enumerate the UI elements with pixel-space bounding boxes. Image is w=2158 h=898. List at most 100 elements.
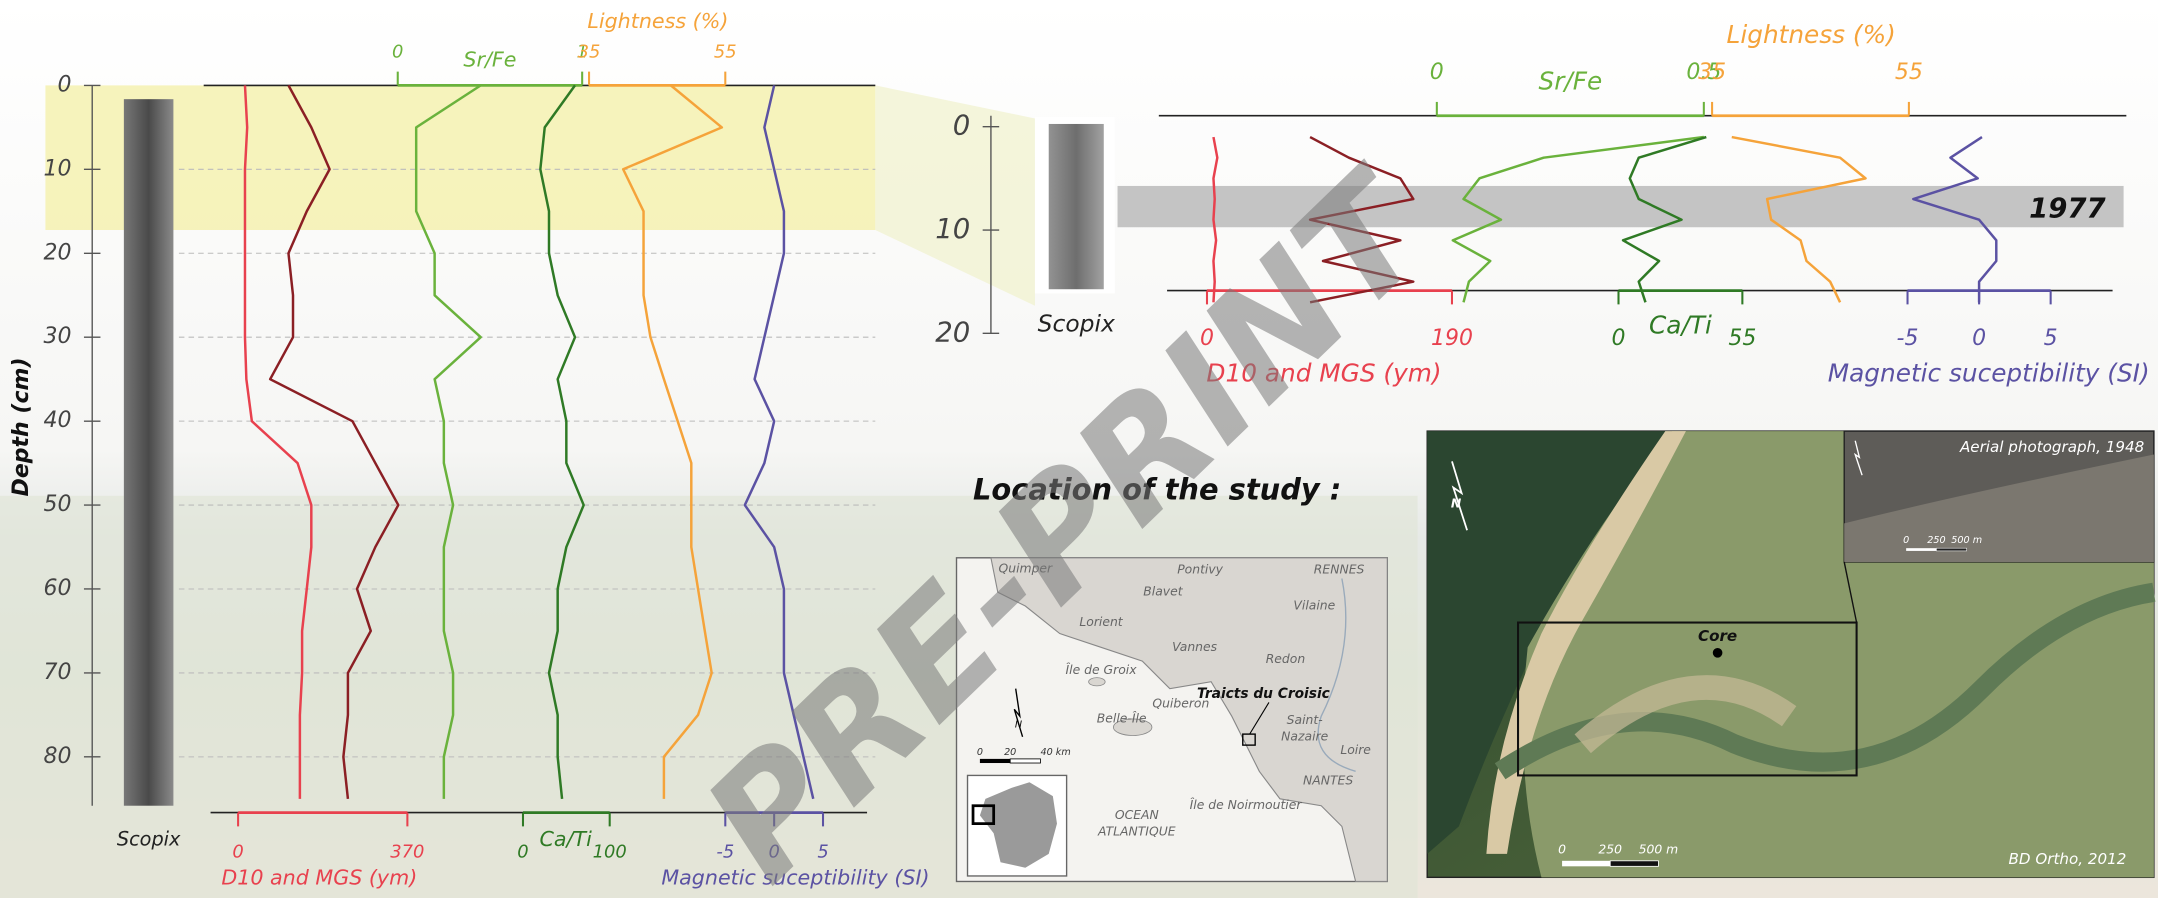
- scale-label: 0: [977, 747, 983, 758]
- y-tick-label: 50: [44, 492, 72, 517]
- x-tick-label: 55: [1728, 326, 1756, 351]
- scale-label: 0: [1558, 841, 1566, 856]
- scale-bar: [979, 758, 1011, 764]
- map-label: Pontivy: [1177, 562, 1223, 577]
- scale-label: 0: [1903, 535, 1909, 546]
- photo-label: Aerial photograph, 1948: [1959, 438, 2144, 456]
- x-tick-label: 0: [1200, 326, 1214, 351]
- track-label: Sr/Fe: [463, 48, 516, 72]
- core-image: [123, 99, 174, 806]
- image-label: Scopix: [117, 828, 181, 851]
- north-arrow: [1853, 440, 1863, 476]
- track-label: Lightness (%): [1727, 20, 1896, 49]
- sea: [1427, 431, 1673, 854]
- core-label: Core: [1698, 627, 1737, 645]
- map-label: Île de Noirmoutier: [1190, 797, 1303, 812]
- highlight-band: [1117, 185, 2124, 228]
- core-location: [1712, 648, 1723, 658]
- core-image: [1048, 123, 1104, 290]
- image-label: Scopix: [1038, 310, 1116, 338]
- france: [979, 782, 1057, 868]
- y-axis-label: Depth (cm): [9, 357, 34, 496]
- zoom-link: [1843, 561, 1858, 623]
- x-tick-label: 0.5: [1686, 60, 1721, 85]
- tidal-flat: [1574, 675, 1797, 754]
- y-tick-label: 70: [44, 660, 72, 685]
- y-tick-label: 10: [935, 213, 970, 245]
- x-tick-label: -5: [716, 842, 734, 863]
- map-label: Belle-Île: [1097, 710, 1147, 725]
- map-label: Quimper: [999, 560, 1054, 575]
- profile-line: [414, 84, 482, 799]
- aerial-photo: Aerial photograph, 1948 BD Ortho, 2012 C…: [1426, 430, 2156, 879]
- profile-line: [1451, 135, 1704, 303]
- profile-line: [243, 85, 313, 799]
- zoom-box: [1516, 621, 1858, 777]
- scale-bar: [1609, 860, 1659, 867]
- scale-bar: [1906, 548, 1937, 551]
- north-arrow: [1013, 688, 1024, 738]
- map-label: Saint-: [1287, 712, 1324, 727]
- island: [1088, 677, 1106, 687]
- pointer: [1249, 702, 1270, 735]
- scale-label: 500 m: [1639, 841, 1679, 856]
- map-label: Blavet: [1143, 584, 1183, 599]
- scale-label: 20: [1004, 747, 1016, 758]
- study-box: [1242, 733, 1256, 746]
- y-tick-label: 20: [44, 240, 72, 265]
- y-tick-label: 60: [44, 576, 72, 601]
- track-label: D10 and MGS (ym): [221, 866, 417, 890]
- profile-line: [621, 84, 724, 799]
- scale-label: 250: [1927, 535, 1945, 546]
- photo-label: BD Ortho, 2012: [2009, 850, 2127, 868]
- map-label: Redon: [1266, 651, 1305, 666]
- y-tick-label: 10: [44, 156, 72, 181]
- x-tick-label: 0: [232, 842, 243, 863]
- map-label: NANTES: [1303, 772, 1353, 787]
- scale-label: 40 km: [1040, 747, 1070, 758]
- north-arrow: [1451, 461, 1468, 531]
- x-tick-label: 0: [768, 842, 779, 863]
- track-label: Magnetic suceptibility (SI): [1828, 359, 2150, 388]
- scale-bar: [1562, 860, 1611, 867]
- sand-spit: [1486, 431, 1686, 854]
- region-box: [971, 804, 996, 826]
- x-tick-label: 0: [1430, 60, 1444, 85]
- track-label: Sr/Fe: [1538, 67, 1602, 96]
- map-label: OCEAN: [1115, 807, 1159, 822]
- profile-line: [1731, 135, 1867, 303]
- x-tick-label: 370: [390, 842, 424, 863]
- y-tick-label: 0: [58, 72, 72, 97]
- highlight-connector: [875, 85, 1035, 306]
- track-label: Ca/Ti: [1649, 310, 1712, 339]
- highlight-label: 1977: [2029, 192, 2106, 224]
- inset-land: [1844, 454, 2154, 562]
- island: [1112, 718, 1153, 736]
- north-label: N: [1015, 719, 1022, 730]
- track-label: Magnetic suceptibility (SI): [661, 866, 929, 890]
- scale-label: 500 m: [1951, 535, 1982, 546]
- profile-line: [1912, 136, 1998, 303]
- x-tick-label: 5: [2044, 326, 2058, 351]
- map-label: RENNES: [1314, 562, 1365, 577]
- x-tick-label: 35: [578, 41, 601, 62]
- map-label: Vilaine: [1293, 598, 1335, 613]
- profile-line: [1212, 136, 1219, 303]
- x-tick-label: 100: [593, 842, 627, 863]
- y-tick-label: 0: [953, 110, 971, 142]
- x-tick-label: 35: [1698, 60, 1726, 85]
- y-tick-label: 80: [44, 744, 72, 769]
- y-tick-label: 30: [44, 324, 72, 349]
- map-label: Nazaire: [1281, 728, 1328, 743]
- profile-line: [743, 85, 815, 800]
- map-label: Quiberon: [1152, 695, 1209, 710]
- scale-label: 250: [1598, 841, 1622, 856]
- map-label: Vannes: [1172, 639, 1218, 654]
- land: [990, 557, 1388, 883]
- x-tick-label: -5: [1897, 326, 1919, 351]
- land: [1523, 431, 2154, 878]
- x-tick-label: 0: [1611, 326, 1625, 351]
- section-title: Location of the study :: [973, 473, 1341, 507]
